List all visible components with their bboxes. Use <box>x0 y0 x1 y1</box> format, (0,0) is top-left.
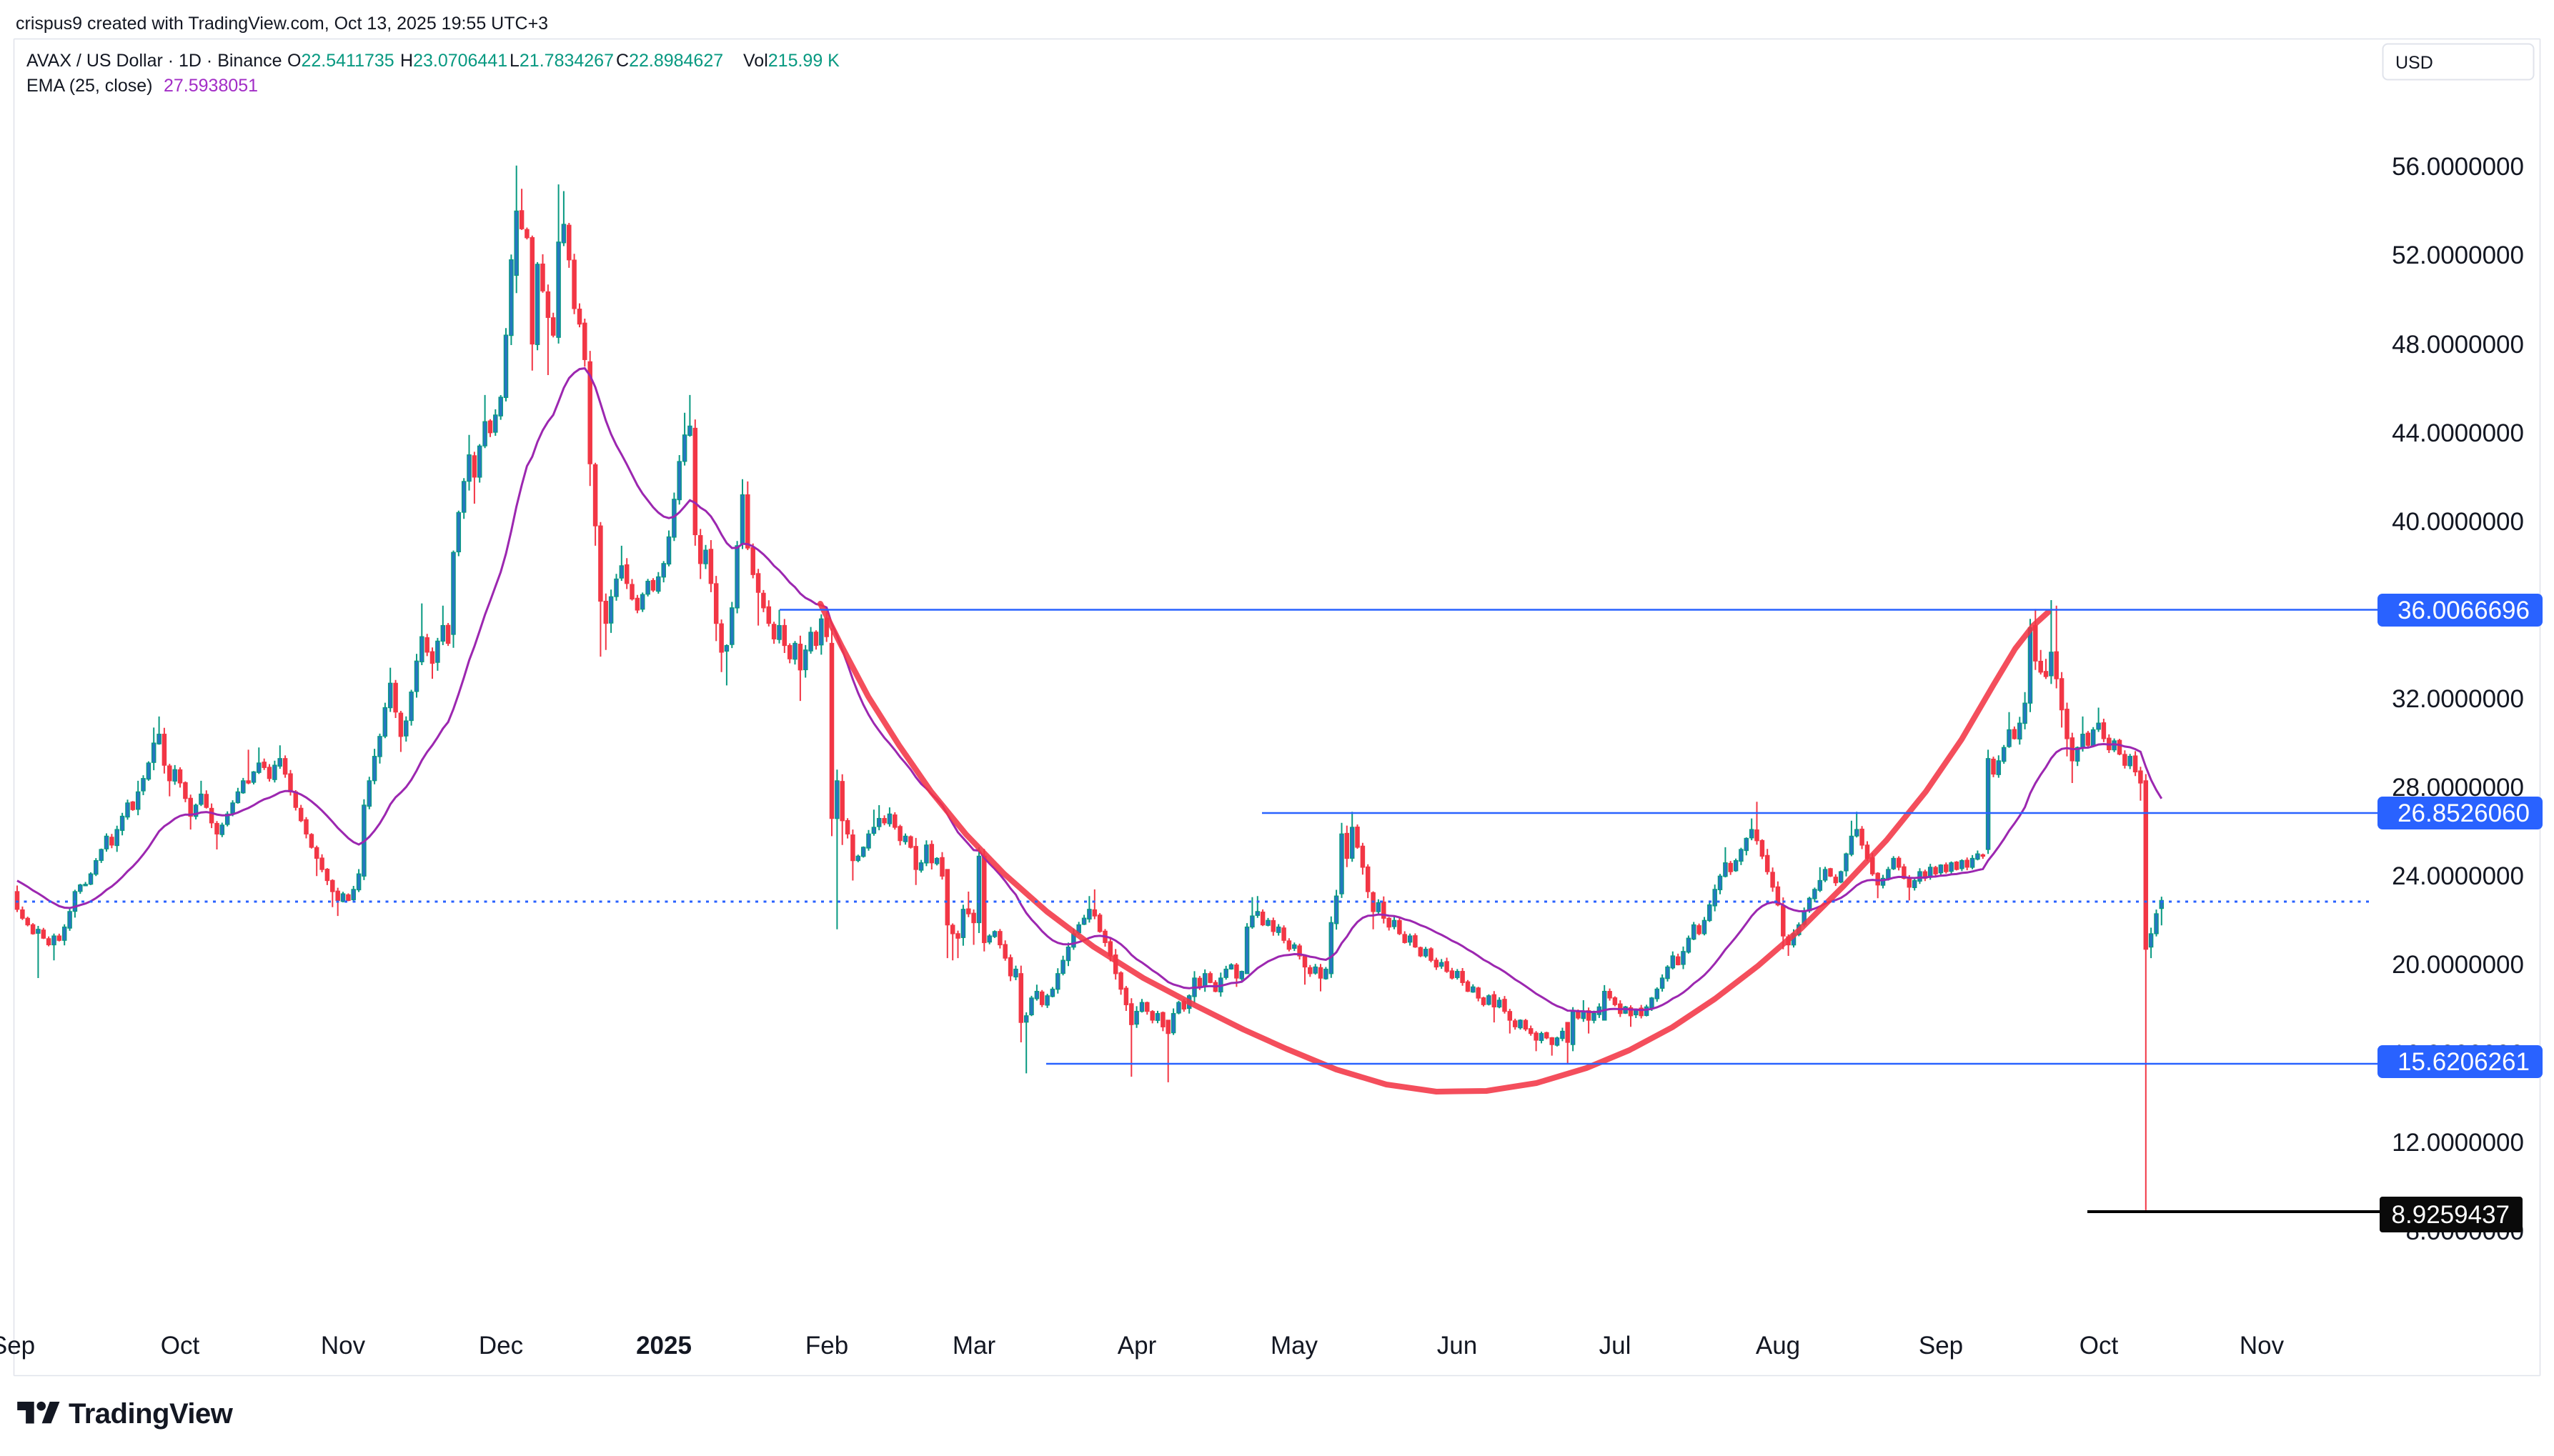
svg-text:12.0000000: 12.0000000 <box>2392 1129 2524 1157</box>
svg-text:AVAX / US Dollar · 1D · Binanc: AVAX / US Dollar · 1D · Binance <box>26 51 282 71</box>
svg-text:Vol215.99 K: Vol215.99 K <box>743 51 840 71</box>
svg-text:Feb: Feb <box>805 1332 848 1360</box>
svg-text:Nov: Nov <box>2240 1332 2285 1360</box>
svg-text:56.0000000: 56.0000000 <box>2392 153 2524 181</box>
svg-text:Mar: Mar <box>953 1332 996 1360</box>
svg-text:20.0000000: 20.0000000 <box>2392 951 2524 979</box>
svg-text:H23.0706441: H23.0706441 <box>400 51 507 71</box>
svg-text:crispus9 created with TradingV: crispus9 created with TradingView.com, O… <box>16 14 548 34</box>
svg-text:44.0000000: 44.0000000 <box>2392 419 2524 447</box>
svg-text:48.0000000: 48.0000000 <box>2392 331 2524 359</box>
svg-text:8.9259437: 8.9259437 <box>2392 1201 2510 1229</box>
svg-text:15.6206261: 15.6206261 <box>2398 1048 2530 1076</box>
svg-text:O22.5411735: O22.5411735 <box>287 51 394 71</box>
svg-text:40.0000000: 40.0000000 <box>2392 508 2524 536</box>
svg-text:Oct: Oct <box>161 1332 200 1360</box>
svg-text:USD: USD <box>2395 53 2433 73</box>
svg-text:Oct: Oct <box>2080 1332 2119 1360</box>
svg-text:26.8526060: 26.8526060 <box>2398 799 2530 827</box>
svg-text:52.0000000: 52.0000000 <box>2392 241 2524 269</box>
svg-text:24.0000000: 24.0000000 <box>2392 862 2524 890</box>
svg-text:Sep: Sep <box>0 1332 35 1360</box>
svg-text:Jun: Jun <box>1437 1332 1477 1360</box>
svg-text:Sep: Sep <box>1919 1332 1963 1360</box>
svg-text:Dec: Dec <box>479 1332 523 1360</box>
svg-text:TradingView: TradingView <box>69 1398 234 1430</box>
svg-text:2025: 2025 <box>636 1332 692 1360</box>
svg-text:36.0066696: 36.0066696 <box>2398 597 2530 624</box>
svg-text:Jul: Jul <box>1599 1332 1631 1360</box>
svg-text:May: May <box>1271 1332 1318 1360</box>
svg-text:27.5938051: 27.5938051 <box>164 76 258 96</box>
svg-text:C22.8984627: C22.8984627 <box>616 51 723 71</box>
svg-text:Apr: Apr <box>1118 1332 1157 1360</box>
svg-text:Aug: Aug <box>1756 1332 1800 1360</box>
svg-text:32.0000000: 32.0000000 <box>2392 685 2524 713</box>
svg-text:EMA (25, close): EMA (25, close) <box>26 76 152 96</box>
svg-text:Nov: Nov <box>321 1332 366 1360</box>
svg-text:L21.7834267: L21.7834267 <box>510 51 614 71</box>
